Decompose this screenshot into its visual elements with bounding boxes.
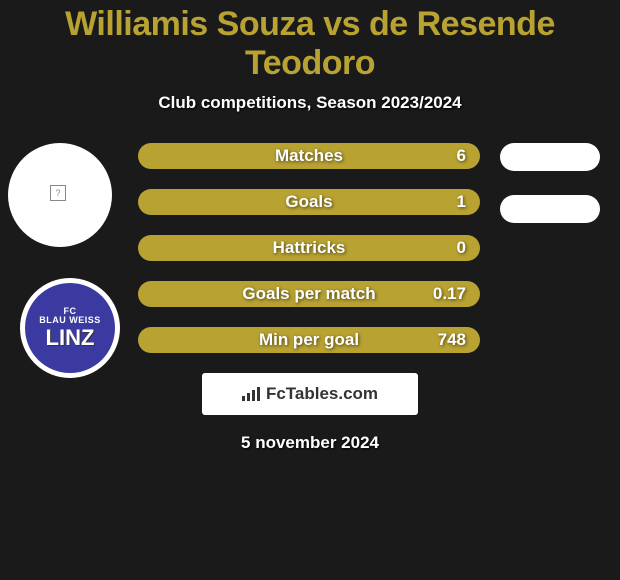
chart-icon (242, 387, 260, 401)
stat-value: 748 (438, 330, 466, 350)
broken-image-icon: ? (50, 185, 66, 201)
stat-label: Hattricks (273, 238, 346, 258)
stat-value: 1 (457, 192, 466, 212)
player2-club-badge: FC BLAU WEISS LINZ (20, 278, 120, 378)
badge-mid-text: BLAU WEISS (39, 316, 101, 325)
stat-row: Min per goal 748 (138, 327, 480, 353)
right-ellipse (500, 143, 600, 171)
stat-label: Min per goal (259, 330, 359, 350)
content-area: ? FC BLAU WEISS LINZ Matches6Goals1Hattr… (0, 143, 620, 353)
stat-row: Hattricks 0 (138, 235, 480, 261)
stat-label: Goals (285, 192, 332, 212)
stat-value: 0.17 (433, 284, 466, 304)
stats-rows: Matches 6 Goals 1 Hattricks 0 Goals per match 0… (138, 143, 480, 353)
date-label: 5 november 2024 (0, 433, 620, 453)
badge-bottom-text: LINZ (46, 327, 95, 349)
stat-value: 0 (457, 238, 466, 258)
footer-attribution: FcTables.com (202, 373, 418, 415)
stat-row: Goals 1 (138, 189, 480, 215)
stat-label: Goals per match (242, 284, 375, 304)
stat-row: Goals per match 0.17 (138, 281, 480, 307)
player1-avatar: ? (8, 143, 112, 247)
page-title: Williamis Souza vs de Resende Teodoro (0, 0, 620, 83)
footer-text: FcTables.com (266, 384, 378, 404)
subtitle: Club competitions, Season 2023/2024 (0, 93, 620, 113)
stat-value: 6 (457, 146, 466, 166)
right-ellipse (500, 195, 600, 223)
stat-row: Matches 6 (138, 143, 480, 169)
stat-label: Matches (275, 146, 343, 166)
